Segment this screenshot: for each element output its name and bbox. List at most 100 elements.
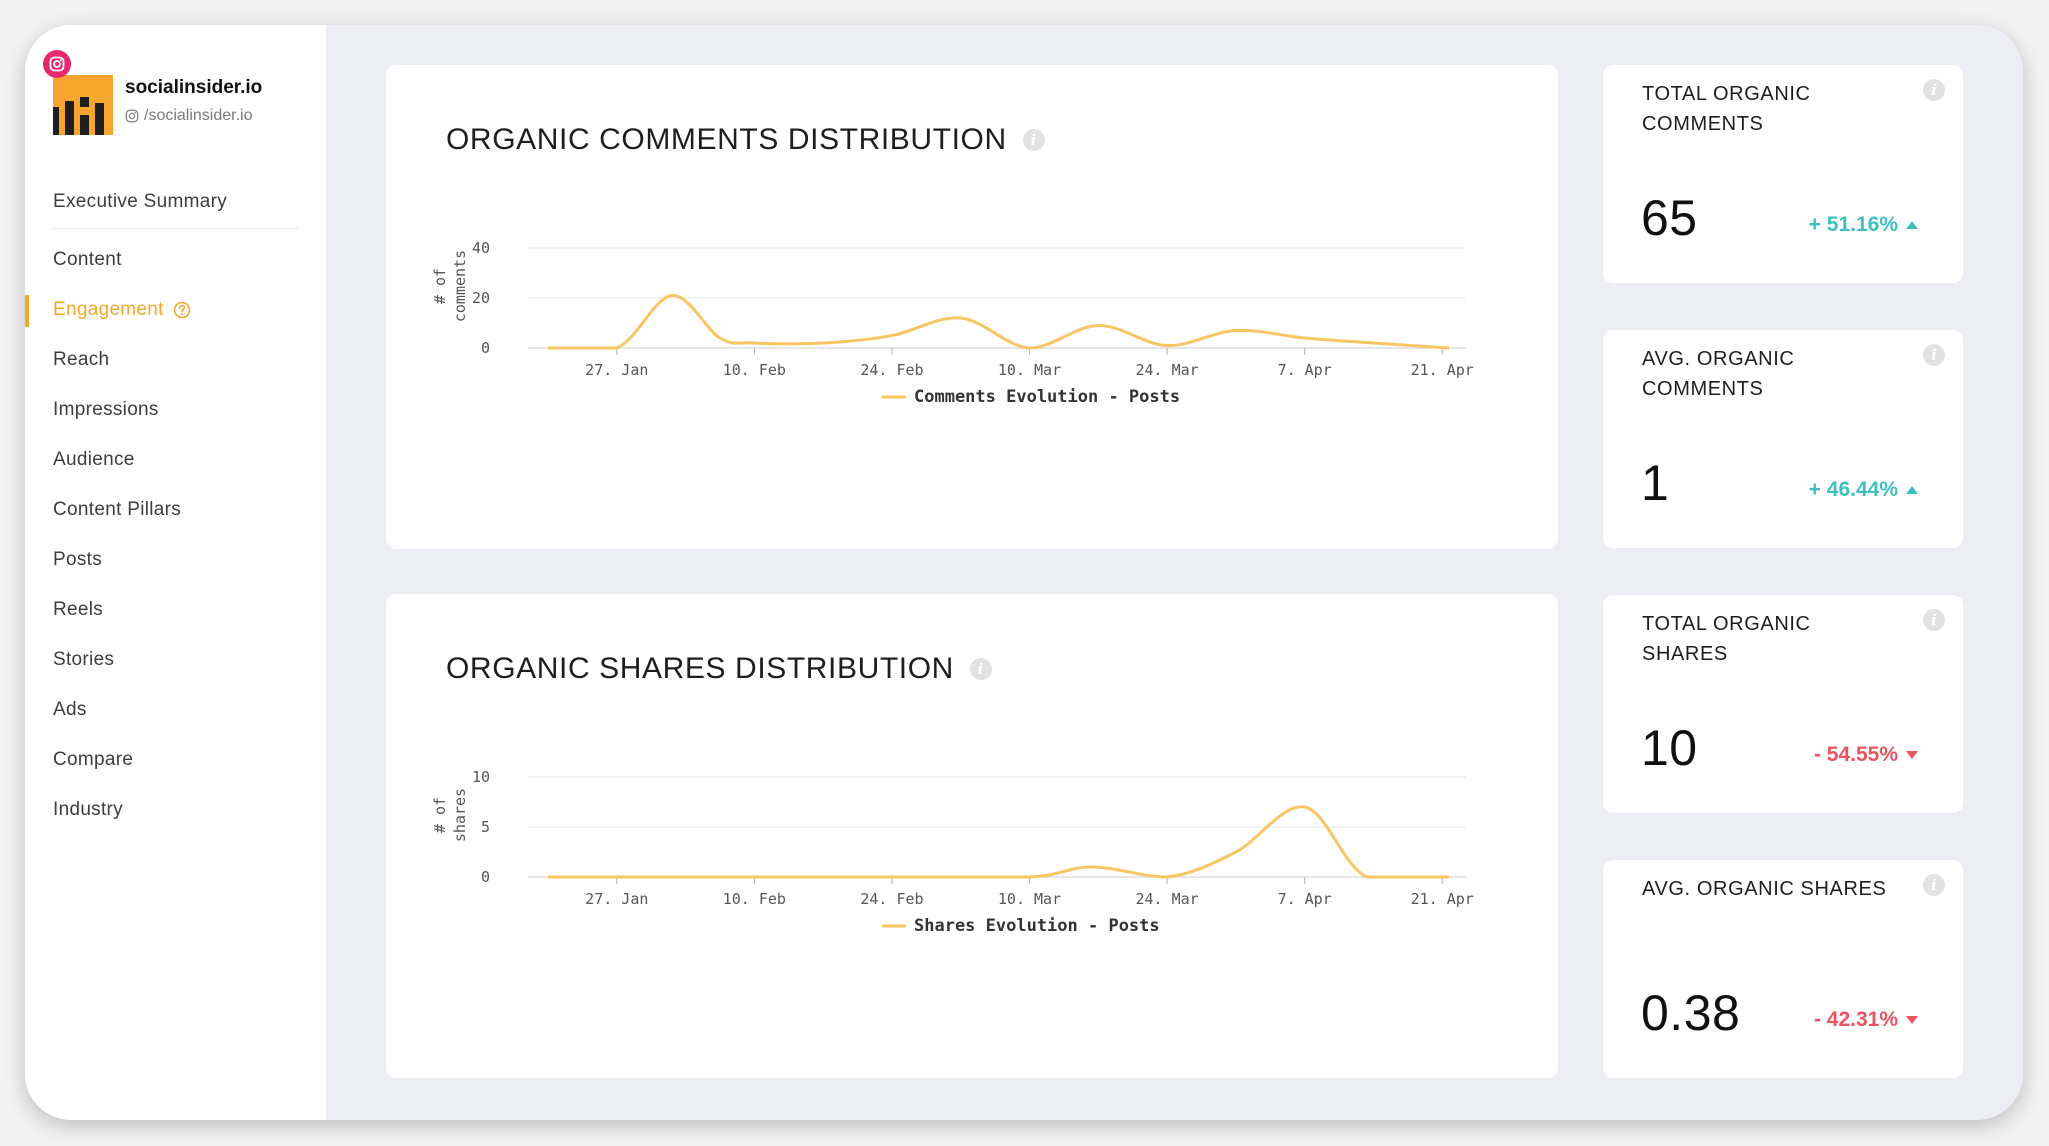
sidebar-item-ads[interactable]: Ads [53, 685, 298, 735]
stat-change: - 42.31% [1814, 1008, 1918, 1032]
info-icon[interactable]: i [1923, 344, 1945, 366]
x-tick-label: 27. Jan [585, 890, 648, 908]
info-icon[interactable]: i [1022, 129, 1045, 151]
instagram-small-icon [125, 109, 139, 123]
sidebar-item-label: Impressions [53, 399, 159, 420]
sidebar-item-content-pillars[interactable]: Content Pillars [53, 485, 298, 535]
info-icon[interactable]: i [1923, 874, 1945, 896]
x-tick-label: 10. Mar [998, 890, 1061, 908]
shares-chart-title: ORGANIC SHARES DISTRIBUTION i [446, 652, 992, 686]
comments-chart-card: ORGANIC COMMENTS DISTRIBUTION i 0 20 40 # o… [386, 65, 1558, 549]
active-indicator [25, 295, 29, 327]
y-tick-label: 40 [472, 239, 490, 257]
x-tick-label: 24. Feb [860, 890, 923, 908]
sidebar-item-label: Ads [53, 699, 87, 720]
sidebar-item-label: Stories [53, 649, 115, 670]
sidebar-item-posts[interactable]: Posts [53, 535, 298, 585]
stat-change: + 46.44% [1809, 478, 1918, 502]
info-icon[interactable]: i [1923, 609, 1945, 631]
x-tick-label: 10. Feb [723, 890, 786, 908]
chart-legend[interactable]: Comments Evolution - Posts [882, 387, 1180, 407]
y-tick-label: 0 [481, 868, 490, 886]
info-icon[interactable]: i [969, 658, 992, 680]
sidebar-item-label: Reels [53, 599, 104, 620]
info-icon[interactable]: i [1923, 79, 1945, 101]
stat-change-text: + 46.44% [1808, 478, 1898, 501]
help-icon[interactable] [173, 301, 191, 319]
stat-title: AVG. ORGANIC COMMENTS [1642, 348, 1795, 400]
sidebar-item-industry[interactable]: Industry [53, 785, 298, 835]
sidebar-item-audience[interactable]: Audience [53, 435, 298, 485]
profile-handle-row: /socialinsider.io [125, 107, 253, 125]
sidebar-item-label: Content [53, 249, 122, 270]
stat-card-total-comments: TOTAL ORGANIC COMMENTS i 65 + 51.16% [1603, 65, 1963, 283]
x-tick-label: 24. Mar [1135, 361, 1198, 379]
avatar [53, 75, 113, 135]
sidebar-item-label: Posts [53, 549, 103, 570]
arrow-up-icon [1906, 221, 1918, 229]
x-tick-label: 10. Feb [723, 361, 786, 379]
stat-value: 65 [1641, 190, 1698, 246]
sidebar-item-label: Industry [53, 799, 123, 820]
stat-title: TOTAL ORGANIC SHARES [1642, 613, 1811, 665]
x-tick-label: 7. Apr [1278, 361, 1332, 379]
stat-change-text: - 54.55% [1813, 743, 1898, 766]
app-window: socialinsider.io /socialinsider.io Execu… [25, 25, 2023, 1120]
chart-legend[interactable]: Shares Evolution - Posts [882, 916, 1160, 936]
profile-handle: /socialinsider.io [144, 107, 253, 124]
stat-card-avg-comments: AVG. ORGANIC COMMENTS i 1 + 46.44% [1603, 330, 1963, 548]
x-tick-label: 27. Jan [585, 361, 648, 379]
sidebar-item-label: Reach [53, 349, 110, 370]
sidebar-item-compare[interactable]: Compare [53, 735, 298, 785]
stat-value: 10 [1641, 720, 1698, 776]
comments-chart-title: ORGANIC COMMENTS DISTRIBUTION i [446, 123, 1045, 157]
y-tick-label: 5 [481, 818, 490, 836]
stat-change: + 51.16% [1809, 213, 1918, 237]
series-line[interactable] [547, 805, 1450, 879]
stat-card-avg-shares: AVG. ORGANIC SHARES i 0.38 - 42.31% [1603, 860, 1963, 1078]
stat-change: - 54.55% [1814, 743, 1918, 767]
sidebar-item-engagement[interactable]: Engagement [25, 285, 298, 335]
x-tick-label: 24. Feb [860, 361, 923, 379]
legend-label: Comments Evolution - Posts [914, 387, 1180, 407]
sidebar-item-label: Content Pillars [53, 499, 182, 520]
stat-title: AVG. ORGANIC SHARES [1642, 878, 1887, 900]
profile-header[interactable]: socialinsider.io /socialinsider.io [43, 50, 313, 135]
sidebar: socialinsider.io /socialinsider.io Execu… [25, 25, 326, 1120]
x-tick-label: 21. Apr [1411, 361, 1474, 379]
instagram-icon [43, 50, 71, 78]
x-tick-label: 7. Apr [1278, 890, 1332, 908]
sidebar-item-reels[interactable]: Reels [53, 585, 298, 635]
arrow-down-icon [1906, 751, 1918, 759]
y-axis-label: # of comments [431, 250, 469, 322]
stat-change-text: + 51.16% [1808, 213, 1898, 236]
sidebar-item-label: Compare [53, 749, 134, 770]
stat-value: 0.38 [1641, 985, 1741, 1041]
sidebar-item-content[interactable]: Content [53, 235, 298, 285]
legend-label: Shares Evolution - Posts [914, 916, 1160, 936]
sidebar-item-executive-summary[interactable]: Executive Summary [53, 175, 298, 229]
card-title-text: ORGANIC COMMENTS DISTRIBUTION [446, 123, 1007, 156]
arrow-down-icon [1906, 1016, 1918, 1024]
sidebar-item-stories[interactable]: Stories [53, 635, 298, 685]
stat-card-total-shares: TOTAL ORGANIC SHARES i 10 - 54.55% [1603, 595, 1963, 813]
sidebar-item-label: Executive Summary [53, 190, 228, 212]
x-tick-label: 21. Apr [1411, 890, 1474, 908]
y-tick-label: 0 [481, 339, 490, 357]
arrow-up-icon [1906, 486, 1918, 494]
shares-chart-card: ORGANIC SHARES DISTRIBUTION i 0 5 10 # of sh… [386, 594, 1558, 1078]
sidebar-nav: Executive Summary Content Engagement Rea… [25, 175, 298, 835]
stat-change-text: - 42.31% [1813, 1008, 1898, 1031]
x-tick-label: 24. Mar [1135, 890, 1198, 908]
card-title-text: ORGANIC SHARES DISTRIBUTION [446, 652, 954, 685]
sidebar-item-impressions[interactable]: Impressions [53, 385, 298, 435]
sidebar-item-label: Audience [53, 449, 135, 470]
series-line[interactable] [547, 294, 1450, 350]
stat-title: TOTAL ORGANIC COMMENTS [1642, 83, 1811, 135]
sidebar-item-reach[interactable]: Reach [53, 335, 298, 385]
sidebar-item-label: Engagement [53, 299, 164, 320]
y-tick-label: 20 [472, 289, 490, 307]
x-tick-label: 10. Mar [998, 361, 1061, 379]
profile-name: socialinsider.io [125, 77, 263, 98]
shares-chart: 0 5 10# of shares 27. Jan 10. Feb 24. Feb 10. M… [431, 768, 1474, 936]
